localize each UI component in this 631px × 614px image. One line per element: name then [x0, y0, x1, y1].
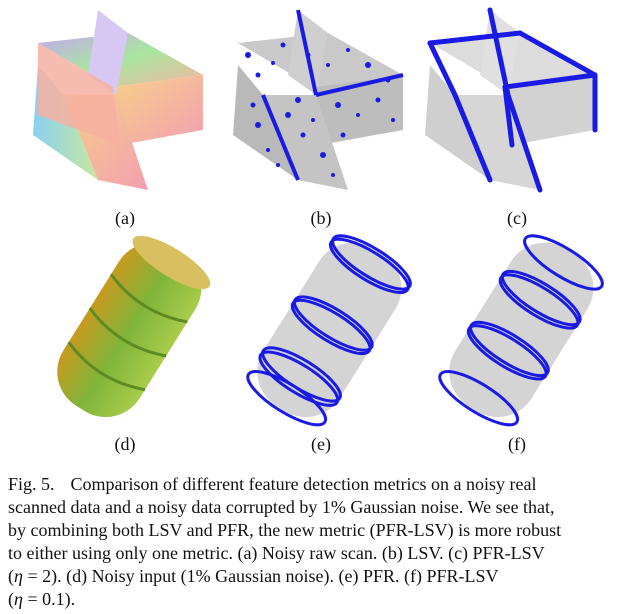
panel-b-image — [228, 5, 428, 205]
panel-b-label: (b) — [310, 208, 332, 228]
figure-number: Fig. 5. — [8, 474, 55, 494]
panel-a-label: (a) — [115, 208, 135, 228]
caption-line-2: scanned data and a noisy data corrupted … — [8, 497, 555, 517]
panel-d-image — [28, 232, 228, 432]
caption-line-4: to either using only one metric. (a) Noi… — [8, 543, 545, 563]
panel-d-label: (d) — [114, 434, 136, 454]
panel-e-label: (e) — [311, 434, 331, 454]
caption-line-1: Fig. 5. Comparison of different feature d… — [8, 474, 537, 494]
panel-a-image — [28, 5, 228, 205]
panel-e-image — [228, 232, 428, 432]
caption-line-3: by combining both LSV and PFR, the new m… — [8, 520, 562, 540]
panel-f-image — [420, 232, 620, 432]
caption-line-5: (η = 2). (d) Noisy input (1% Gaussian no… — [8, 566, 499, 586]
panel-c-image — [420, 5, 620, 205]
panel-c-label: (c) — [507, 208, 527, 228]
figure-caption: Fig. 5. Comparison of different feature d… — [8, 473, 622, 611]
caption-line-6: (η = 0.1). — [8, 589, 76, 609]
panel-f-label: (f) — [508, 434, 526, 454]
